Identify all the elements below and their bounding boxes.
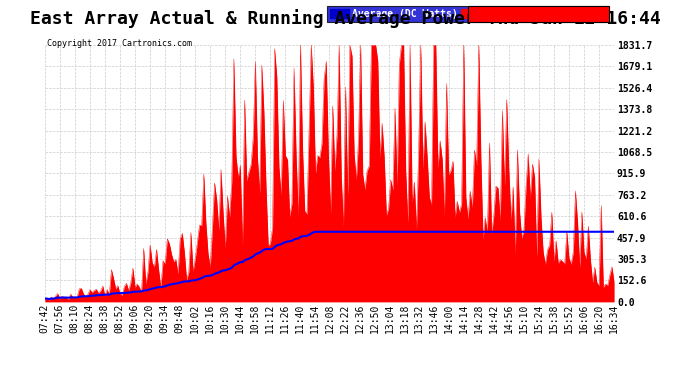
Text: Copyright 2017 Cartronics.com: Copyright 2017 Cartronics.com [47, 39, 192, 48]
Legend: Average (DC Watts), East Array (DC Watts): Average (DC Watts), East Array (DC Watts… [326, 6, 609, 22]
Text: East Array Actual & Running Average Power Thu Jan 12 16:44: East Array Actual & Running Average Powe… [30, 9, 660, 28]
